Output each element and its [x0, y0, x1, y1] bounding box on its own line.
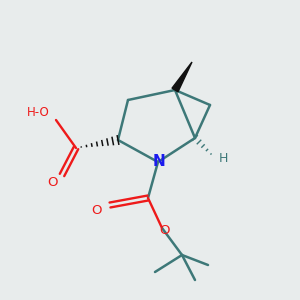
Text: O: O: [92, 203, 102, 217]
Polygon shape: [172, 62, 192, 92]
Text: O: O: [159, 224, 169, 236]
Text: H: H: [218, 152, 228, 164]
Text: O: O: [47, 176, 57, 188]
Text: H-O: H-O: [27, 106, 50, 118]
Text: N: N: [153, 154, 165, 169]
